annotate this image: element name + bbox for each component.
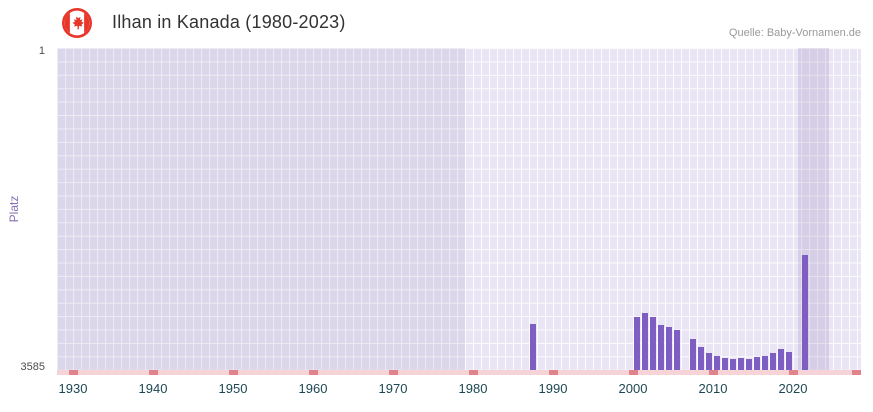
decade-marker-1960 bbox=[308, 370, 318, 375]
bar-2002[interactable] bbox=[650, 317, 656, 370]
decade-marker-1930 bbox=[68, 370, 78, 375]
bar-2003[interactable] bbox=[658, 324, 664, 370]
bar-2012[interactable] bbox=[730, 358, 736, 370]
canada-flag-icon bbox=[62, 8, 92, 38]
bar-2021[interactable] bbox=[802, 254, 808, 370]
x-tick-2010: 2010 bbox=[698, 381, 728, 396]
bar-2000[interactable] bbox=[634, 316, 640, 370]
plot-area bbox=[57, 48, 861, 370]
decade-marker-1970 bbox=[388, 370, 398, 375]
bar-2016[interactable] bbox=[762, 356, 768, 370]
x-tick-1970: 1970 bbox=[378, 381, 408, 396]
bar-2004[interactable] bbox=[666, 327, 672, 370]
x-tick-1950: 1950 bbox=[218, 381, 248, 396]
bar-2014[interactable] bbox=[746, 358, 752, 370]
x-tick-1930: 1930 bbox=[58, 381, 88, 396]
bar-2001[interactable] bbox=[642, 312, 648, 370]
x-tick-1990: 1990 bbox=[538, 381, 568, 396]
x-tick-1940: 1940 bbox=[138, 381, 168, 396]
decade-marker-1990 bbox=[548, 370, 558, 375]
bar-2019[interactable] bbox=[786, 352, 792, 370]
y-axis-title: Platz bbox=[7, 195, 21, 223]
decade-marker-end bbox=[852, 370, 861, 375]
chart-title: Ilhan in Kanada (1980-2023) bbox=[112, 12, 346, 32]
bar-2009[interactable] bbox=[706, 353, 712, 370]
bar-2011[interactable] bbox=[722, 357, 728, 370]
bar-1987[interactable] bbox=[530, 323, 536, 370]
decade-marker-1980 bbox=[468, 370, 478, 375]
bar-2010[interactable] bbox=[714, 356, 720, 370]
bar-2018[interactable] bbox=[778, 348, 784, 370]
bar-2013[interactable] bbox=[738, 357, 744, 370]
bar-2005[interactable] bbox=[674, 330, 680, 370]
source-label: Quelle: Baby-Vornamen.de bbox=[728, 27, 861, 39]
decade-marker-2000 bbox=[628, 370, 638, 375]
x-tick-1960: 1960 bbox=[298, 381, 328, 396]
decade-marker-2010 bbox=[708, 370, 718, 375]
y-tick-min: 3585 bbox=[20, 361, 45, 373]
x-tick-2000: 2000 bbox=[618, 381, 648, 396]
bar-2017[interactable] bbox=[770, 353, 776, 370]
x-tick-1980: 1980 bbox=[458, 381, 488, 396]
y-tick-max: 1 bbox=[38, 45, 45, 57]
bar-2007[interactable] bbox=[690, 339, 696, 370]
plot-band bbox=[57, 48, 465, 370]
x-tick-2020: 2020 bbox=[778, 381, 808, 396]
x-axis-labels: 1930 1940 1950 1960 1970 1980 1990 2000 2010 2020 bbox=[0, 381, 873, 399]
decade-marker-1940 bbox=[148, 370, 158, 375]
bar-2015[interactable] bbox=[754, 356, 760, 370]
x-axis-line bbox=[57, 370, 861, 375]
decade-marker-2020 bbox=[788, 370, 798, 375]
bar-2008[interactable] bbox=[698, 347, 704, 370]
decade-marker-1950 bbox=[228, 370, 238, 375]
